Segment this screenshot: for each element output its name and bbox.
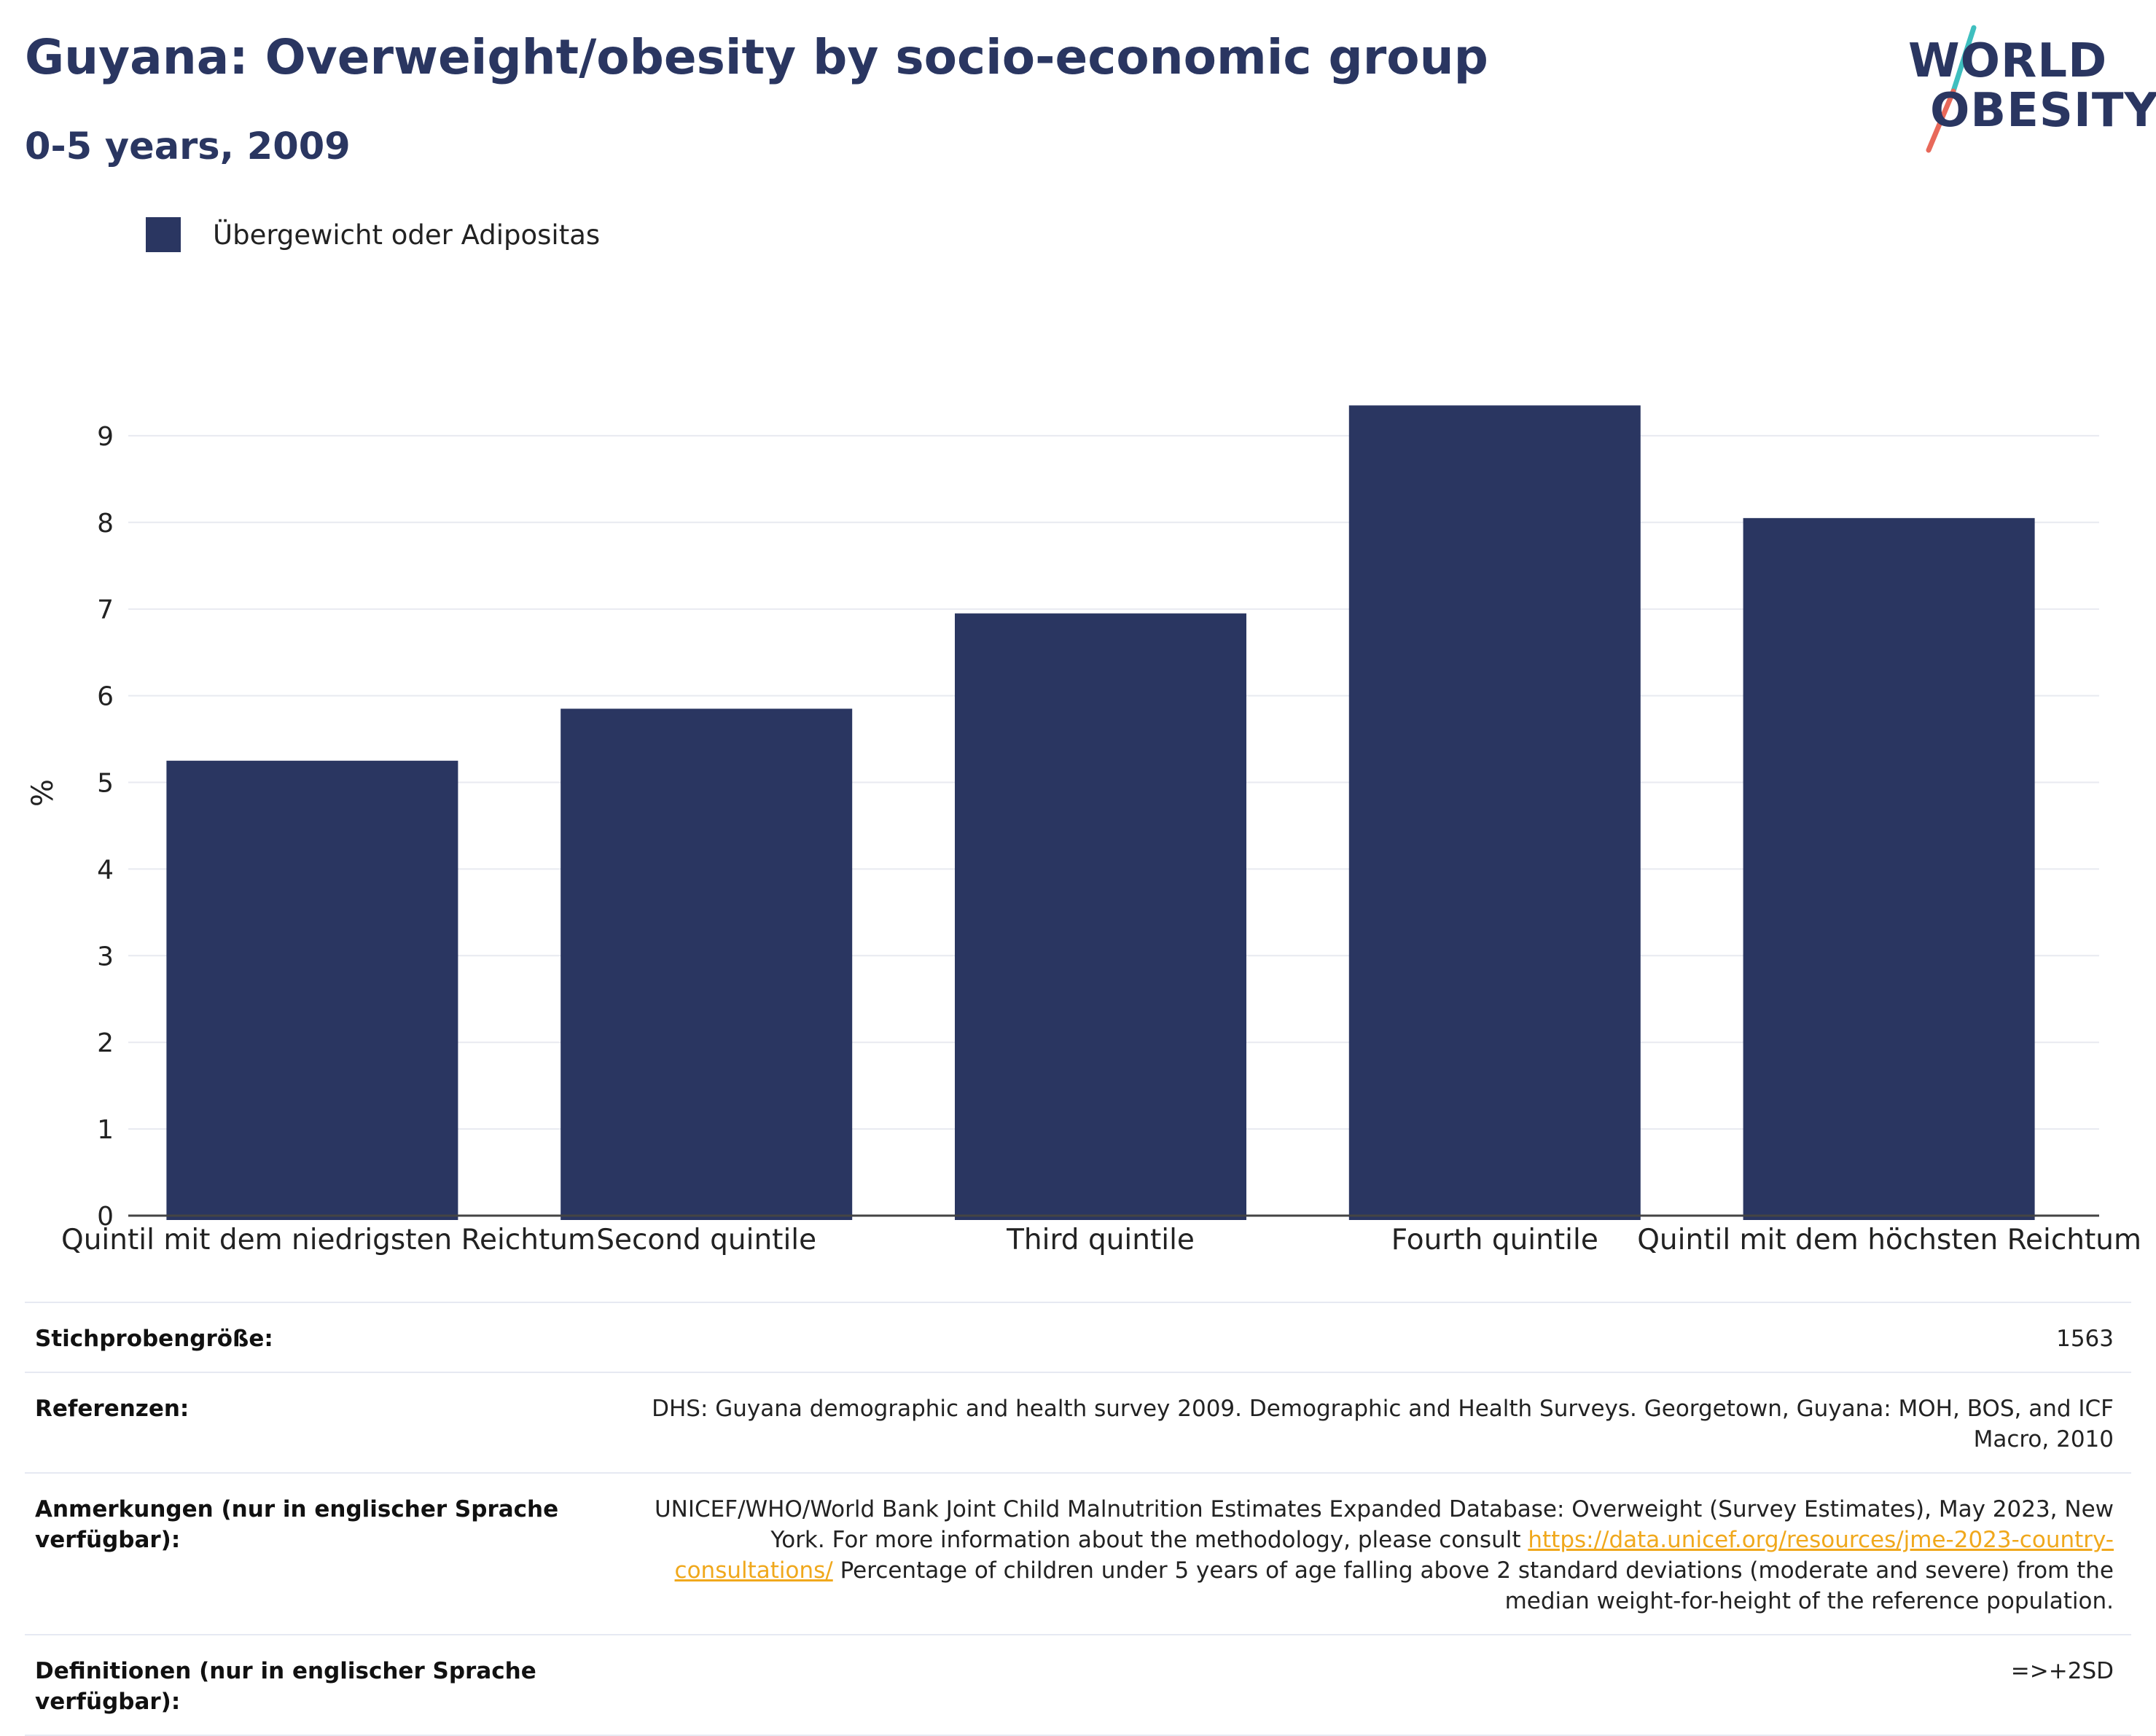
legend-label: Übergewicht oder Adipositas [213, 219, 601, 251]
x-tick-label: Quintil mit dem niedrigsten Reichtum [61, 1224, 595, 1256]
notes-text-after: Percentage of children under 5 years of … [832, 1557, 2114, 1614]
references-label: Referenzen: [35, 1396, 190, 1422]
y-tick-label: 8 [97, 509, 114, 539]
x-tick-label: Fourth quintile [1391, 1224, 1598, 1256]
info-row-references: Referenzen: DHS: Guyana demographic and … [25, 1372, 2131, 1472]
y-tick-label: 5 [97, 769, 114, 799]
info-row-definitions: Definitionen (nur in englischer Sprache … [25, 1634, 2131, 1736]
info-row-sample-size: Stichprobengröße: 1563 [25, 1302, 2131, 1372]
y-tick-label: 9 [97, 422, 114, 452]
bar [955, 613, 1246, 1220]
bar [166, 760, 458, 1220]
x-tick-label: Second quintile [596, 1224, 816, 1256]
y-tick-label: 0 [97, 1202, 114, 1232]
notes-label: Anmerkungen (nur in englischer Sprache v… [35, 1496, 559, 1553]
y-tick-label: 2 [97, 1028, 114, 1058]
bar-chart: 0 1 2 3 4 5 6 7 8 9 Quintil mit dem niedrigsten Re… [26, 405, 2141, 1256]
sample-size-value: 1563 [2056, 1326, 2114, 1352]
legend-swatch [146, 217, 181, 252]
bars [166, 405, 2035, 1221]
logo-slash-icon [1926, 25, 1977, 153]
y-tick-label: 7 [97, 595, 114, 625]
y-tick-label: 4 [97, 855, 114, 885]
bar [1348, 405, 1641, 1221]
definitions-value: =>+2SD [2010, 1658, 2114, 1684]
bar [561, 708, 853, 1220]
y-tick-label: 1 [97, 1115, 114, 1145]
notes-text-before: UNICEF/WHO/World Bank Joint Child Malnut… [654, 1496, 2114, 1553]
info-row-notes: Anmerkungen (nur in englischer Sprache v… [25, 1472, 2131, 1634]
info-table: Stichprobengröße: 1563 Referenzen: DHS: … [25, 1302, 2131, 1736]
logo-text-obesity: OBESITY [1930, 84, 2156, 138]
y-tick-label: 6 [97, 682, 114, 712]
x-tick-label: Quintil mit dem höchsten Reichtum [1637, 1224, 2141, 1256]
notes-value: UNICEF/WHO/World Bank Joint Child Malnut… [641, 1494, 2114, 1616]
logo-text-world: WORLD [1908, 34, 2108, 88]
definitions-label: Definitionen (nur in englischer Sprache … [35, 1658, 536, 1715]
sample-size-label: Stichprobengröße: [35, 1326, 273, 1352]
references-value: DHS: Guyana demographic and health surve… [652, 1396, 2114, 1452]
bar [1743, 517, 2035, 1220]
y-tick-label: 3 [97, 942, 114, 971]
page-subtitle: 0-5 years, 2009 [25, 125, 351, 168]
chart-legend: Übergewicht oder Adipositas [146, 216, 600, 254]
axes: 0 1 2 3 4 5 6 7 8 9 Quintil mit dem niedrigsten Re… [61, 422, 2141, 1256]
world-obesity-logo: WORLD OBESITY [1895, 22, 2156, 160]
notes-link[interactable]: https://data.unicef.org/resources/jme-20… [674, 1527, 2114, 1584]
page-title: Guyana: Overweight/obesity by socio-econ… [25, 29, 1488, 85]
x-tick-label: Third quintile [1006, 1224, 1195, 1256]
y-axis-title: % [26, 779, 60, 807]
